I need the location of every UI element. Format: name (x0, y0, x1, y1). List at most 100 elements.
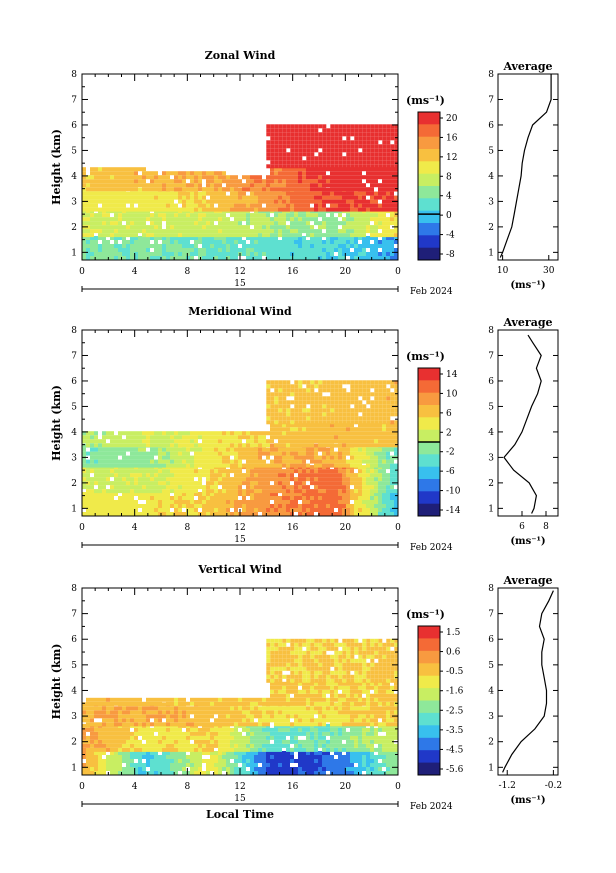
heat-cell (210, 435, 214, 440)
heat-cell (378, 175, 382, 180)
heat-cell (386, 408, 391, 413)
heat-cell (338, 248, 342, 252)
heat-cell (390, 160, 395, 165)
heat-cell (162, 203, 166, 208)
heat-cell (270, 195, 274, 200)
heat-cell (338, 236, 342, 240)
heat-cell (230, 187, 234, 192)
colorbar-swatch (418, 380, 440, 394)
heat-cell (162, 751, 166, 755)
heat-cell (150, 508, 154, 512)
heat-cell (234, 179, 238, 184)
heat-cell (318, 179, 322, 184)
heat-cell (334, 233, 338, 238)
heat-cell (382, 412, 387, 417)
heat-cell (142, 213, 146, 218)
heat-cell (162, 233, 166, 238)
heat-cell (358, 225, 362, 230)
heat-cell (350, 423, 354, 428)
heat-cell (194, 447, 198, 452)
heat-cell (286, 763, 290, 767)
heat-cell (318, 396, 323, 401)
heat-cell (146, 229, 150, 234)
heat-cell (282, 427, 286, 432)
heat-cell (214, 508, 218, 512)
heat-cell (246, 759, 250, 763)
heat-cell (98, 751, 102, 755)
heat-cell (126, 199, 130, 204)
heat-cell (306, 152, 311, 157)
heat-cell (358, 420, 363, 425)
heat-cell (394, 167, 398, 172)
colorbar-tick-label: -4 (446, 231, 455, 241)
heat-cell (294, 427, 298, 432)
heat-cell (346, 164, 351, 169)
heat-cell (142, 225, 146, 230)
heat-cell (378, 435, 382, 440)
heat-cell (302, 183, 306, 188)
heat-cell (266, 203, 270, 208)
heat-cell (174, 447, 178, 452)
heat-cell (386, 244, 390, 248)
heat-cell (238, 481, 242, 486)
heat-cell (290, 132, 295, 137)
heat-cell (126, 492, 130, 496)
heat-cell (274, 435, 278, 440)
heat-cell (270, 431, 274, 436)
heat-cell (258, 236, 262, 240)
heat-cell (282, 248, 286, 252)
heat-cell (178, 481, 182, 486)
heat-cell (386, 164, 391, 169)
heat-cell (282, 767, 286, 771)
heat-cell (106, 207, 110, 212)
heat-cell (286, 492, 290, 496)
heat-cell (270, 248, 274, 252)
heat-cell (394, 175, 398, 180)
heat-cell (354, 207, 358, 212)
colorbar-frame (417, 111, 441, 261)
heat-cell (250, 229, 254, 234)
heat-cell (378, 225, 382, 230)
heat-cell (130, 167, 134, 172)
heat-cell (354, 489, 358, 494)
heat-cell (330, 416, 335, 421)
heat-cell (266, 229, 270, 234)
colorbar-tick-label: 16 (446, 133, 458, 143)
heat-cell (238, 240, 242, 244)
heat-cell (298, 380, 303, 385)
heat-cell (258, 240, 262, 244)
heat-cell (266, 128, 271, 133)
heat-cell (358, 380, 363, 385)
colorbar-swatch (418, 112, 440, 125)
heat-cell (174, 508, 178, 512)
heat-cell (362, 256, 366, 260)
average-ytick-label: 5 (488, 146, 494, 156)
heat-cell (246, 508, 250, 512)
heat-cell (142, 221, 146, 226)
heat-cell (142, 431, 146, 436)
heat-cell (338, 175, 342, 180)
date-label: Feb 2024 (410, 287, 453, 297)
heat-cell (210, 459, 214, 464)
heat-cell (218, 755, 222, 759)
heat-cell (258, 217, 262, 222)
heat-cell (270, 473, 274, 478)
heat-cell (274, 423, 278, 428)
heat-cell (298, 412, 303, 417)
heat-cell (234, 252, 238, 256)
heat-cell (346, 187, 350, 192)
heat-cell (178, 447, 182, 452)
heat-cell (122, 191, 126, 196)
heat-cell (390, 191, 394, 196)
heat-cell (338, 469, 342, 474)
heat-cell (230, 481, 234, 486)
heat-cell (218, 492, 222, 496)
heat-cell (306, 225, 310, 230)
heat-cell (274, 152, 279, 157)
heat-cell (154, 175, 158, 180)
heat-cell (190, 759, 194, 763)
heat-cell (198, 207, 202, 212)
heat-cell (206, 256, 210, 260)
heat-cell (302, 423, 306, 428)
heat-cell (378, 124, 383, 129)
